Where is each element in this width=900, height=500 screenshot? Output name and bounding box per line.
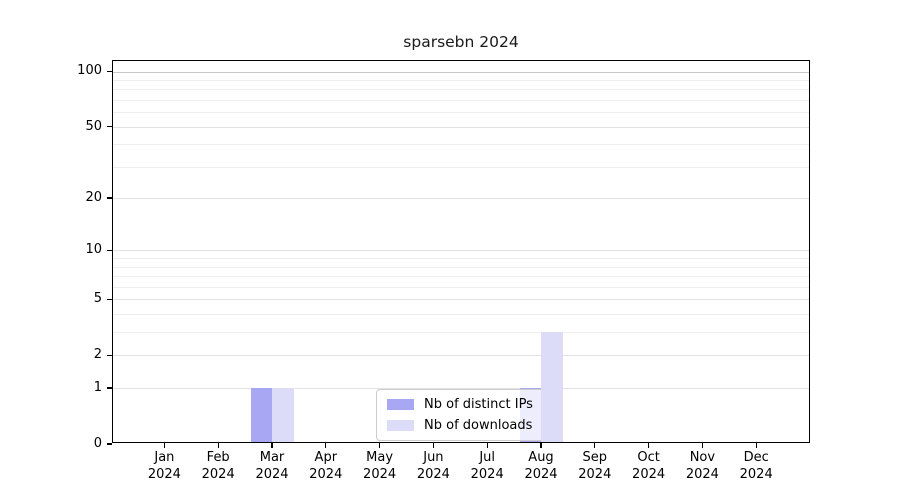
- x-tick-mark-feb: [217, 443, 219, 448]
- y-tick-label-5: 5: [93, 291, 102, 307]
- gridline-2: [113, 355, 809, 357]
- gridline-100: [113, 71, 809, 73]
- minor-gridline-6: [113, 286, 809, 288]
- y-tick-label-100: 100: [77, 63, 102, 79]
- legend-entry-distinct-ips: Nb of distinct IPs: [387, 394, 533, 415]
- plot-area: Nb of distinct IPs Nb of downloads: [112, 60, 810, 443]
- x-tick-label-aug: Aug 2024: [524, 450, 558, 482]
- x-tick-label-oct: Oct 2024: [632, 450, 666, 482]
- gridline-1: [113, 388, 809, 390]
- y-tick-mark-1: [107, 387, 112, 389]
- legend-label-distinct-ips: Nb of distinct IPs: [424, 397, 533, 412]
- minor-gridline-30: [113, 166, 809, 168]
- x-tick-mark-dec: [755, 443, 757, 448]
- x-tick-label-dec: Dec 2024: [739, 450, 773, 482]
- x-tick-label-jul: Jul 2024: [470, 450, 504, 482]
- x-tick-mark-apr: [325, 443, 327, 448]
- x-tick-mark-nov: [701, 443, 704, 448]
- y-tick-label-10: 10: [85, 242, 102, 258]
- x-tick-label-mar: Mar 2024: [255, 450, 289, 482]
- y-tick-mark-50: [107, 125, 112, 128]
- y-tick-mark-0: [107, 443, 112, 445]
- minor-gridline-80: [113, 89, 809, 91]
- gridline-20: [113, 198, 809, 200]
- x-tick-label-sep: Sep 2024: [578, 450, 612, 482]
- x-tick-mark-oct: [647, 443, 650, 448]
- y-tick-mark-20: [107, 197, 112, 199]
- bar-distinct-ips-mar: [250, 388, 273, 443]
- minor-gridline-8: [113, 266, 809, 268]
- y-tick-label-2: 2: [93, 347, 102, 363]
- minor-gridline-60: [113, 112, 809, 114]
- gridline-10: [113, 250, 809, 252]
- x-tick-label-nov: Nov 2024: [685, 450, 719, 482]
- x-tick-label-jan: Jan 2024: [147, 450, 181, 482]
- x-tick-label-jun: Jun 2024: [416, 450, 450, 482]
- y-tick-mark-5: [107, 298, 112, 300]
- x-tick-mark-may: [378, 443, 381, 448]
- gridline-5: [113, 299, 809, 301]
- minor-gridline-90: [113, 79, 809, 81]
- x-tick-label-feb: Feb 2024: [201, 450, 235, 482]
- x-tick-mark-aug: [540, 443, 542, 448]
- y-tick-label-0: 0: [93, 435, 102, 451]
- legend-swatch-distinct-ips: [387, 399, 414, 410]
- legend-label-downloads: Nb of downloads: [424, 418, 533, 433]
- bar-downloads-mar: [272, 388, 294, 443]
- minor-gridline-9: [113, 258, 809, 260]
- chart-title: sparsebn 2024: [403, 33, 519, 51]
- legend: Nb of distinct IPs Nb of downloads: [376, 389, 544, 441]
- y-tick-mark-100: [107, 70, 112, 73]
- legend-swatch-downloads: [387, 420, 414, 431]
- minor-gridline-40: [113, 144, 809, 146]
- y-tick-mark-10: [107, 249, 112, 252]
- x-tick-mark-jul: [486, 443, 488, 448]
- x-tick-mark-jun: [432, 443, 435, 448]
- x-tick-label-may: May 2024: [363, 450, 397, 482]
- y-tick-label-20: 20: [85, 190, 102, 206]
- x-tick-mark-mar: [271, 443, 273, 448]
- x-tick-mark-sep: [594, 443, 596, 448]
- y-tick-label-50: 50: [85, 118, 102, 134]
- gridline-50: [113, 126, 809, 128]
- x-tick-label-apr: Apr 2024: [309, 450, 343, 482]
- y-tick-label-1: 1: [93, 379, 102, 395]
- minor-gridline-3: [113, 332, 809, 334]
- x-tick-mark-jan: [163, 443, 166, 448]
- minor-gridline-4: [113, 314, 809, 316]
- legend-entry-downloads: Nb of downloads: [387, 415, 533, 436]
- y-tick-mark-2: [107, 354, 112, 356]
- bar-downloads-aug: [541, 332, 563, 443]
- minor-gridline-7: [113, 276, 809, 278]
- minor-gridline-70: [113, 99, 809, 101]
